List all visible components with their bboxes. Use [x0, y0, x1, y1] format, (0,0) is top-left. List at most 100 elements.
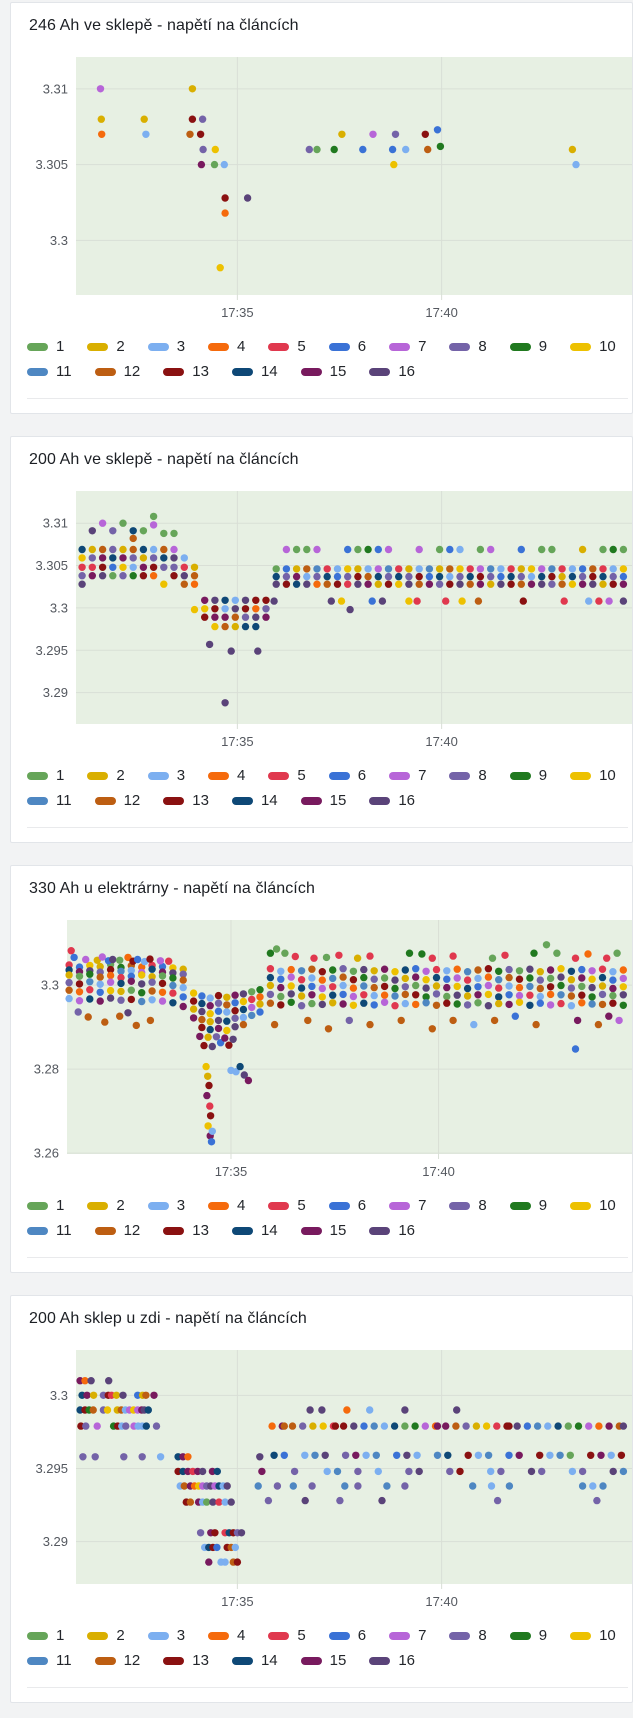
legend-item-7[interactable]: 7	[389, 1627, 426, 1645]
series-color-dash	[27, 1227, 48, 1235]
legend-item-2[interactable]: 2	[87, 338, 125, 356]
legend-item-7[interactable]: 7	[389, 1197, 426, 1215]
series-color-dash	[27, 1202, 48, 1210]
legend-item-5[interactable]: 5	[268, 1197, 306, 1215]
panel-title[interactable]: 330 Ah u elektrárny - napětí na článcích	[29, 880, 315, 897]
legend-item-16[interactable]: 16	[369, 1222, 415, 1240]
panel-title[interactable]: 246 Ah ve sklepě - napětí na článcích	[29, 17, 299, 34]
scatter-chart[interactable]: 3.3 3.295 3.29 17:35 17:40	[11, 1350, 632, 1618]
legend-item-2[interactable]: 2	[87, 1197, 125, 1215]
legend-item-15[interactable]: 15	[300, 1652, 346, 1670]
legend-item-13[interactable]: 13	[163, 792, 209, 810]
legend-item-9[interactable]: 9	[509, 1197, 547, 1215]
legend-item-8[interactable]: 8	[449, 1627, 487, 1645]
data-point	[98, 572, 107, 580]
panel-title[interactable]: 200 Ah ve sklepě - napětí na článcích	[29, 451, 299, 468]
legend-item-15[interactable]: 15	[300, 792, 346, 810]
legend-item-14[interactable]: 14	[231, 1222, 278, 1240]
legend-item-1[interactable]: 1	[27, 1627, 64, 1645]
panel-title[interactable]: 200 Ah sklep u zdi - napětí na článcích	[29, 1310, 307, 1327]
legend-item-11[interactable]: 11	[27, 363, 72, 381]
data-point	[213, 1467, 221, 1476]
legend-item-4[interactable]: 4	[208, 338, 245, 356]
data-point	[184, 1453, 192, 1461]
legend-item-10[interactable]: 10	[570, 338, 616, 356]
legend-item-4[interactable]: 4	[208, 767, 245, 785]
data-point	[513, 1422, 521, 1430]
legend-item-10[interactable]: 10	[570, 1197, 616, 1215]
data-point	[127, 986, 135, 994]
data-point	[497, 1467, 505, 1476]
legend-item-14[interactable]: 14	[231, 792, 278, 810]
data-point	[188, 115, 197, 123]
data-point	[333, 572, 342, 581]
legend-item-3[interactable]: 3	[147, 1197, 185, 1215]
legend-item-15[interactable]: 15	[300, 1222, 346, 1240]
legend-item-9[interactable]: 9	[509, 1627, 547, 1645]
legend-item-11[interactable]: 11	[27, 1222, 72, 1240]
legend-item-16[interactable]: 16	[369, 792, 415, 810]
legend-item-6[interactable]: 6	[328, 1627, 366, 1645]
data-point	[277, 1001, 285, 1009]
legend-item-10[interactable]: 10	[570, 1627, 616, 1645]
legend-item-5[interactable]: 5	[268, 338, 306, 356]
legend-item-12[interactable]: 12	[94, 1652, 140, 1670]
data-point	[86, 961, 94, 970]
data-point	[487, 545, 495, 554]
legend-item-14[interactable]: 14	[231, 1652, 278, 1670]
legend-item-2[interactable]: 2	[87, 767, 125, 785]
legend-item-10[interactable]: 10	[570, 767, 616, 785]
data-point	[595, 597, 603, 605]
data-point	[603, 954, 611, 962]
scatter-chart[interactable]: 3.31 3.305 3.3 3.295 3.29 17:35 17:40	[11, 491, 632, 758]
legend-item-8[interactable]: 8	[449, 338, 487, 356]
legend-item-3[interactable]: 3	[147, 767, 185, 785]
legend-item-16[interactable]: 16	[369, 363, 415, 381]
data-point	[619, 580, 628, 588]
legend-item-7[interactable]: 7	[389, 767, 426, 785]
data-point	[190, 605, 199, 614]
legend-item-12[interactable]: 12	[94, 363, 140, 381]
legend-item-6[interactable]: 6	[328, 338, 366, 356]
legend-item-4[interactable]: 4	[208, 1197, 245, 1215]
legend-item-8[interactable]: 8	[449, 1197, 487, 1215]
legend-item-13[interactable]: 13	[163, 1222, 209, 1240]
legend-item-3[interactable]: 3	[147, 1627, 185, 1645]
legend-item-12[interactable]: 12	[94, 1222, 140, 1240]
data-point	[97, 115, 106, 123]
data-point	[236, 1062, 244, 1071]
data-point	[287, 973, 295, 981]
legend-item-8[interactable]: 8	[449, 767, 487, 785]
legend-item-7[interactable]: 7	[389, 338, 426, 356]
data-point	[223, 1008, 231, 1016]
data-point	[282, 545, 291, 554]
data-point	[139, 527, 148, 535]
data-point	[266, 999, 275, 1007]
legend-item-13[interactable]: 13	[163, 363, 209, 381]
legend-item-1[interactable]: 1	[27, 1197, 64, 1215]
data-point	[117, 979, 125, 988]
legend-item-1[interactable]: 1	[27, 767, 64, 785]
series-color-dash	[27, 1632, 48, 1640]
legend-item-5[interactable]: 5	[268, 1627, 306, 1645]
legend-item-6[interactable]: 6	[328, 767, 366, 785]
legend-item-14[interactable]: 14	[231, 363, 278, 381]
legend-item-1[interactable]: 1	[27, 338, 64, 356]
legend-item-5[interactable]: 5	[268, 767, 306, 785]
data-point	[292, 572, 301, 581]
legend-item-15[interactable]: 15	[300, 363, 346, 381]
legend-item-11[interactable]: 11	[27, 792, 72, 810]
data-point	[272, 580, 280, 588]
legend-item-2[interactable]: 2	[87, 1627, 125, 1645]
legend-item-16[interactable]: 16	[369, 1652, 415, 1670]
legend-item-6[interactable]: 6	[328, 1197, 366, 1215]
legend-item-9[interactable]: 9	[509, 338, 547, 356]
scatter-chart[interactable]: 3.31 3.305 3.3 17:35 17:40	[11, 57, 632, 329]
legend-item-13[interactable]: 13	[163, 1652, 209, 1670]
legend-item-4[interactable]: 4	[208, 1627, 245, 1645]
legend-item-9[interactable]: 9	[509, 767, 547, 785]
legend-item-11[interactable]: 11	[27, 1652, 72, 1670]
legend-item-3[interactable]: 3	[147, 338, 185, 356]
scatter-chart[interactable]: 3.3 3.28 3.26 17:35 17:40	[11, 920, 632, 1188]
legend-item-12[interactable]: 12	[94, 792, 140, 810]
